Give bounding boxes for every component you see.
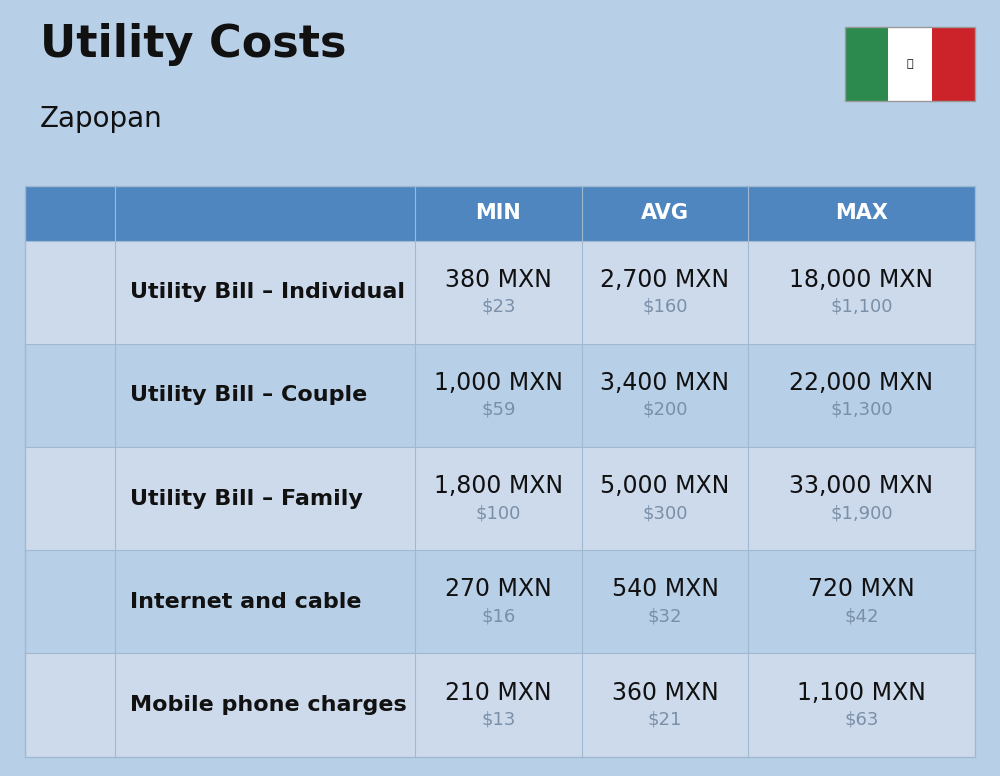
Bar: [845, 27, 888, 101]
Text: 380 MXN: 380 MXN: [445, 268, 552, 292]
Text: 3,400 MXN: 3,400 MXN: [600, 371, 730, 395]
Text: 33,000 MXN: 33,000 MXN: [789, 474, 934, 498]
Text: $1,900: $1,900: [830, 504, 893, 522]
Text: Utility Bill – Family: Utility Bill – Family: [130, 489, 363, 508]
Text: $300: $300: [642, 504, 688, 522]
Text: AVG: AVG: [641, 203, 689, 223]
Text: $1,300: $1,300: [830, 401, 893, 419]
Bar: [25, 186, 975, 241]
Text: 210 MXN: 210 MXN: [445, 681, 552, 705]
Text: $32: $32: [648, 608, 682, 625]
Text: $63: $63: [844, 711, 879, 729]
Text: $200: $200: [642, 401, 688, 419]
Bar: [932, 27, 975, 101]
Bar: [845, 27, 975, 101]
Text: $1,100: $1,100: [830, 298, 893, 316]
Bar: [25, 186, 975, 757]
Text: 5,000 MXN: 5,000 MXN: [600, 474, 730, 498]
Bar: [25, 653, 975, 757]
Text: 720 MXN: 720 MXN: [808, 577, 915, 601]
Text: 270 MXN: 270 MXN: [445, 577, 552, 601]
Text: 2,700 MXN: 2,700 MXN: [600, 268, 730, 292]
Text: Utility Bill – Individual: Utility Bill – Individual: [130, 282, 405, 302]
Text: MIN: MIN: [476, 203, 521, 223]
Text: Mobile phone charges: Mobile phone charges: [130, 695, 407, 715]
Text: 1,800 MXN: 1,800 MXN: [434, 474, 563, 498]
Bar: [25, 344, 975, 447]
Text: Zapopan: Zapopan: [40, 105, 163, 133]
Text: 540 MXN: 540 MXN: [612, 577, 718, 601]
Text: Internet and cable: Internet and cable: [130, 592, 362, 611]
Text: Utility Bill – Couple: Utility Bill – Couple: [130, 386, 367, 405]
Text: 360 MXN: 360 MXN: [612, 681, 718, 705]
Text: $23: $23: [481, 298, 516, 316]
Bar: [888, 27, 932, 101]
Text: 1,000 MXN: 1,000 MXN: [434, 371, 563, 395]
Text: $42: $42: [844, 608, 879, 625]
Text: $160: $160: [642, 298, 688, 316]
Bar: [25, 447, 975, 550]
Text: 22,000 MXN: 22,000 MXN: [789, 371, 934, 395]
Text: $100: $100: [476, 504, 521, 522]
Text: 1,100 MXN: 1,100 MXN: [797, 681, 926, 705]
Text: MAX: MAX: [835, 203, 888, 223]
Text: 18,000 MXN: 18,000 MXN: [789, 268, 934, 292]
Text: 🦅: 🦅: [907, 59, 913, 69]
Text: $16: $16: [481, 608, 516, 625]
Bar: [25, 241, 975, 344]
Text: Utility Costs: Utility Costs: [40, 23, 347, 66]
Text: $13: $13: [481, 711, 516, 729]
Text: $21: $21: [648, 711, 682, 729]
Bar: [25, 550, 975, 653]
Text: $59: $59: [481, 401, 516, 419]
